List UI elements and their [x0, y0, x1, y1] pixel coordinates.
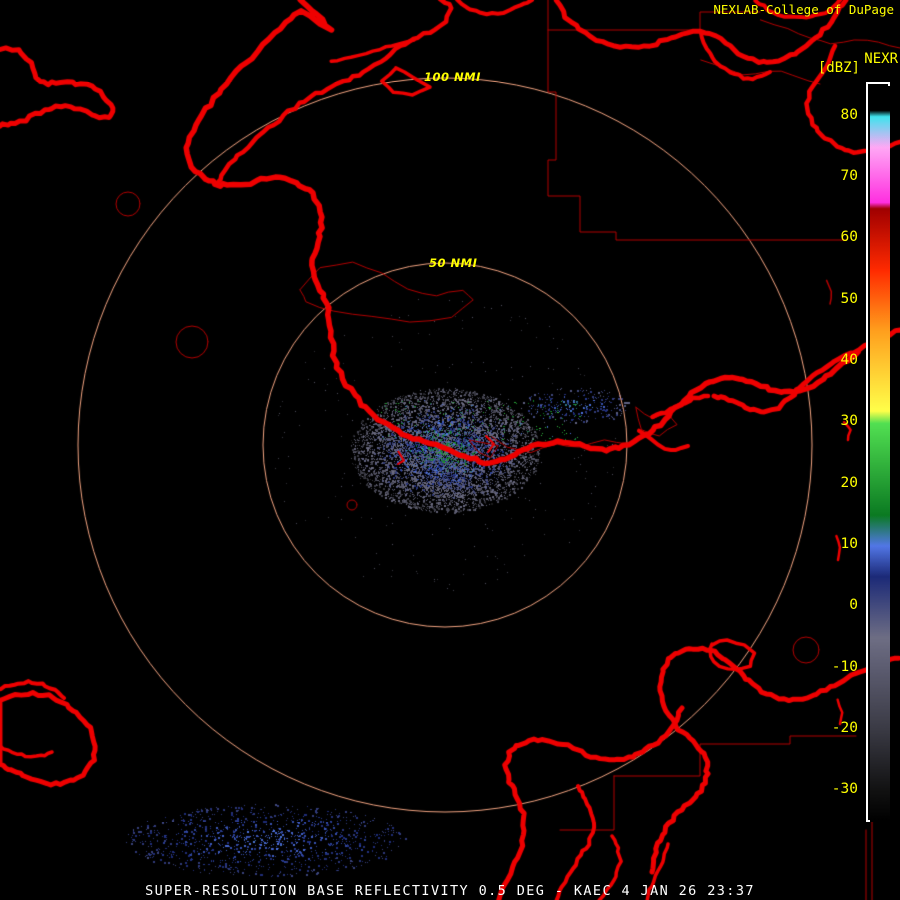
colorbar-gradient: [870, 86, 890, 822]
colorbar-frame: [866, 82, 890, 822]
range-ring-label-50nmi: 50 NMI: [429, 256, 478, 270]
nexrad-system-label: NEXR: [864, 51, 898, 67]
range-ring-label-100nmi: 100 NMI: [424, 70, 481, 84]
reflectivity-colorbar[interactable]: [866, 82, 890, 822]
status-bar: SUPER-RESOLUTION BASE REFLECTIVITY 0.5 D…: [145, 883, 755, 899]
nexlab-credit: NEXLAB-College of DuPage: [713, 2, 894, 17]
colorbar-units-label: [dBZ]: [817, 60, 860, 76]
